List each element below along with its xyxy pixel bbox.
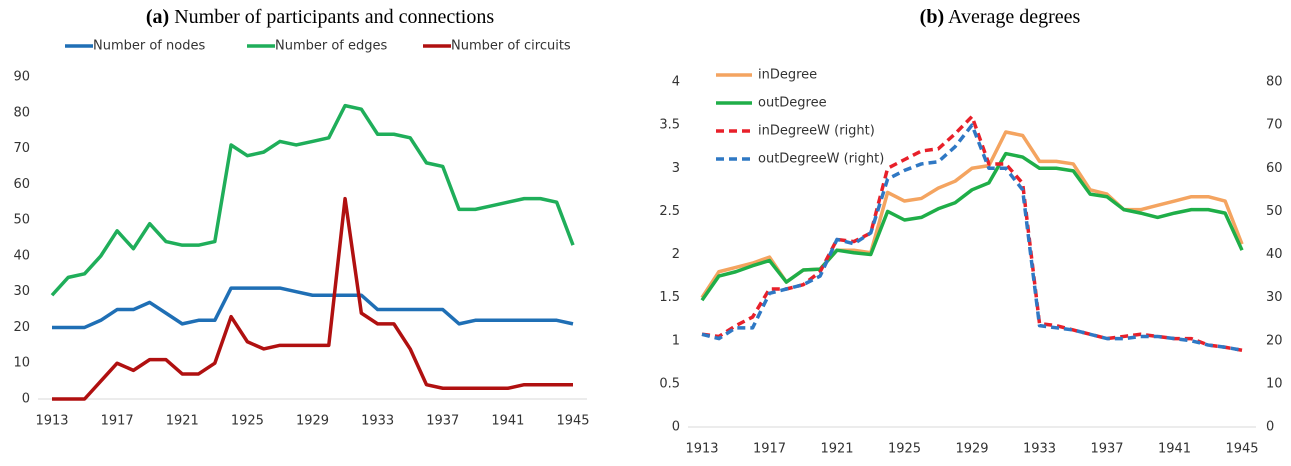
- y-tick-label: 1: [672, 333, 680, 348]
- x-tick-label: 1921: [820, 442, 853, 457]
- y-tick-label: 20: [13, 320, 30, 335]
- y2-tick-label: 60: [1266, 161, 1283, 176]
- legend-label: Number of nodes: [93, 39, 205, 54]
- y2-tick-label: 20: [1266, 333, 1283, 348]
- x-tick-label: 1933: [361, 414, 394, 429]
- series-line: [700, 151, 1244, 302]
- series-line: [52, 286, 574, 330]
- y2-tick-label: 0: [1266, 420, 1274, 435]
- title-text: Number of participants and connections: [174, 6, 494, 28]
- y-tick-label: 3.5: [659, 118, 680, 133]
- x-tick-label: 1945: [556, 414, 589, 429]
- x-tick-label: 1913: [35, 414, 68, 429]
- x-tick-label: 1945: [1225, 442, 1258, 457]
- series-line: [701, 123, 1243, 352]
- y2-tick-label: 80: [1266, 75, 1283, 90]
- y-tick-label: 40: [13, 248, 30, 263]
- y-tick-label: 30: [13, 284, 30, 299]
- x-tick-label: 1941: [1158, 442, 1191, 457]
- x-tick-label: 1925: [888, 442, 921, 457]
- y2-tick-label: 40: [1266, 247, 1283, 262]
- y-tick-label: 1.5: [659, 290, 680, 305]
- legend-label: inDegreeW (right): [758, 124, 875, 139]
- x-tick-label: 1913: [685, 442, 718, 457]
- y-tick-label: 0: [22, 392, 30, 407]
- title-label: (b): [920, 6, 944, 28]
- legend-label: Number of circuits: [451, 39, 571, 54]
- series-line: [50, 103, 575, 297]
- x-tick-label: 1933: [1023, 442, 1056, 457]
- x-tick-label: 1937: [426, 414, 459, 429]
- title-text: Average degrees: [948, 6, 1081, 28]
- y-tick-label: 80: [13, 105, 30, 120]
- x-tick-label: 1941: [491, 414, 524, 429]
- y-tick-label: 50: [13, 213, 30, 228]
- x-tick-label: 1921: [166, 414, 199, 429]
- legend-label: outDegree: [758, 96, 827, 111]
- chart-title: (a) Number of participants and connectio…: [146, 6, 494, 28]
- legend-label: Number of edges: [275, 39, 388, 54]
- y2-tick-label: 70: [1266, 118, 1283, 133]
- y2-tick-label: 50: [1266, 204, 1283, 219]
- x-tick-label: 1937: [1090, 442, 1123, 457]
- y-tick-label: 10: [13, 356, 30, 371]
- x-tick-label: 1929: [955, 442, 988, 457]
- y-tick-label: 2.5: [659, 204, 680, 219]
- y-tick-label: 4: [672, 75, 680, 90]
- x-tick-label: 1917: [101, 414, 134, 429]
- legend-label: outDegreeW (right): [758, 152, 884, 167]
- series-line: [52, 196, 573, 401]
- y-tick-label: 3: [672, 161, 680, 176]
- y-tick-label: 0: [672, 420, 680, 435]
- y-tick-label: 0.5: [659, 376, 680, 391]
- y-tick-label: 70: [13, 141, 30, 156]
- y-tick-label: 2: [672, 247, 680, 262]
- series-line: [701, 114, 1243, 352]
- chart-title: (b) Average degrees: [920, 6, 1081, 28]
- y-tick-label: 60: [13, 177, 30, 192]
- y2-tick-label: 30: [1266, 290, 1283, 305]
- y2-tick-label: 10: [1266, 376, 1283, 391]
- x-tick-label: 1929: [296, 414, 329, 429]
- x-tick-label: 1925: [231, 414, 264, 429]
- y-tick-label: 90: [13, 70, 30, 85]
- x-tick-label: 1917: [753, 442, 786, 457]
- legend-label: inDegree: [758, 68, 817, 83]
- title-label: (a): [146, 6, 169, 28]
